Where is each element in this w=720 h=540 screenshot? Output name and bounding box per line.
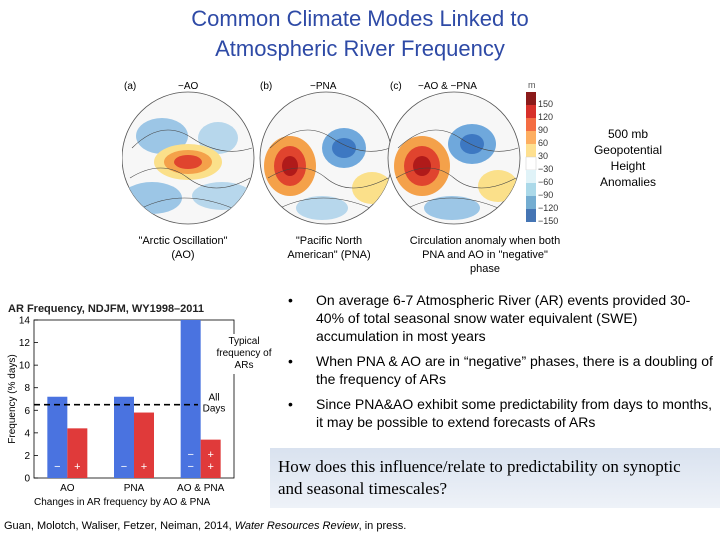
chart-caption: Changes in AR frequency by AO & PNA	[34, 497, 211, 508]
y-tick-label: 8	[24, 383, 30, 394]
bullet-symbol: •	[288, 396, 293, 412]
colorbar-tick-label: −120	[538, 203, 558, 213]
colorbar	[525, 92, 537, 222]
x-tick-label: AO	[60, 483, 75, 494]
bullet-item: • On average 6-7 Atmospheric River (AR) e…	[280, 291, 716, 345]
title-line-2: Atmospheric River Frequency	[215, 36, 505, 61]
bullet-symbol: •	[288, 292, 293, 308]
y-tick-label: 0	[24, 474, 30, 485]
reference-line-label-line: Days	[203, 404, 226, 415]
citation-authors: Guan, Molotch, Waliser, Fetzer, Neiman, …	[4, 520, 235, 532]
colorbar-tick-label: −90	[538, 190, 553, 200]
y-tick-label: 10	[19, 361, 31, 372]
x-tick-label: AO & PNA	[177, 483, 225, 494]
map-panel-pna	[259, 91, 393, 225]
bar	[114, 396, 134, 478]
bullet-item: • Since PNA&AO exhibit some predictabilit…	[280, 395, 716, 431]
citation-suffix: , in press.	[358, 520, 407, 532]
reference-line-label: All Days	[203, 393, 226, 415]
map-panel-ao-pna	[387, 91, 521, 225]
colorbar-tick-label: −30	[538, 164, 553, 174]
y-tick-label: 4	[24, 428, 30, 439]
question-text: How does this influence/relate to predic…	[278, 457, 681, 498]
bar-sign-label: −	[187, 449, 193, 461]
colorbar-tick-label: 90	[538, 125, 548, 135]
bar	[134, 412, 154, 478]
bar-sign-label: −	[187, 461, 193, 473]
caption-ao: "Arctic Oscillation" (AO)	[138, 235, 228, 261]
question-box: How does this influence/relate to predic…	[270, 448, 720, 508]
citation: Guan, Molotch, Waliser, Fetzer, Neiman, …	[4, 520, 406, 532]
y-axis-label: Frequency (% days)	[7, 354, 18, 443]
colorbar-tick-label: −60	[538, 177, 553, 187]
bar-sign-label: −	[54, 461, 60, 473]
bar-sign-label: +	[207, 461, 213, 473]
bar	[67, 428, 88, 478]
colorbar-tick-label: 60	[538, 138, 548, 148]
bullet-text: Since PNA&AO exhibit some predictability…	[316, 396, 713, 430]
colorbar-tick-label: −150	[538, 216, 558, 226]
typical-frequency-callout: Typical frequency of ARs	[214, 334, 274, 374]
bullet-symbol: •	[288, 353, 293, 369]
title-line-1: Common Climate Modes Linked to	[191, 6, 529, 31]
bullet-list: • On average 6-7 Atmospheric River (AR) e…	[280, 291, 716, 438]
caption-pna: "Pacific North American" (PNA)	[287, 235, 371, 261]
panel-c-letter: (c)	[390, 81, 402, 92]
bar-sign-label: +	[207, 449, 213, 461]
y-tick-label: 6	[24, 406, 30, 417]
bar-sign-label: +	[74, 461, 80, 473]
reference-line-label-line: All	[208, 393, 219, 404]
colorbar-ticks: 150 120 90 60 30 −30 −60 −90 −120 −150	[538, 99, 558, 226]
bullet-item: • When PNA & AO are in “negative” phases,…	[280, 352, 716, 388]
y-tick-label: 2	[24, 451, 30, 462]
citation-journal: Water Resources Review	[234, 520, 359, 532]
chart-title: AR Frequency, NDJFM, WY1998–2011	[8, 303, 204, 315]
bar-sign-label: −	[121, 461, 127, 473]
x-tick-label: PNA	[124, 483, 145, 494]
caption-both: Circulation anomaly when both PNA and AO…	[409, 235, 561, 275]
slide-title: Common Climate Modes Linked to Atmospher…	[0, 4, 720, 64]
colorbar-label: 500 mb Geopotential Height Anomalies	[593, 127, 663, 189]
anomaly-maps-figure: (a) −AO (b) −PNA (c) −AO & −PNA m 150 120…	[122, 78, 560, 226]
bar	[180, 320, 201, 478]
colorbar-tick-label: 150	[538, 99, 553, 109]
bullet-text: On average 6-7 Atmospheric River (AR) ev…	[316, 292, 691, 344]
ar-frequency-chart: AR Frequency, NDJFM, WY1998–2011 0 2 4 6 8 10 1…	[6, 298, 240, 518]
y-tick-label: 12	[19, 338, 31, 349]
colorbar-tick-label: 30	[538, 151, 548, 161]
panel-c-label: −AO & −PNA	[418, 81, 477, 92]
bar-sign-label: +	[141, 461, 147, 473]
panel-b-letter: (b)	[260, 81, 272, 92]
panel-b-label: −PNA	[310, 81, 337, 92]
bar	[200, 439, 221, 478]
y-tick-label: 14	[19, 316, 31, 327]
panel-a-label: −AO	[178, 81, 199, 92]
colorbar-tick-label: 120	[538, 112, 553, 122]
bar	[47, 396, 68, 478]
panel-a-letter: (a)	[124, 81, 136, 92]
colorbar-unit: m	[528, 80, 536, 90]
bullet-text: When PNA & AO are in “negative” phases, …	[316, 353, 713, 387]
map-panel-ao	[122, 91, 255, 225]
